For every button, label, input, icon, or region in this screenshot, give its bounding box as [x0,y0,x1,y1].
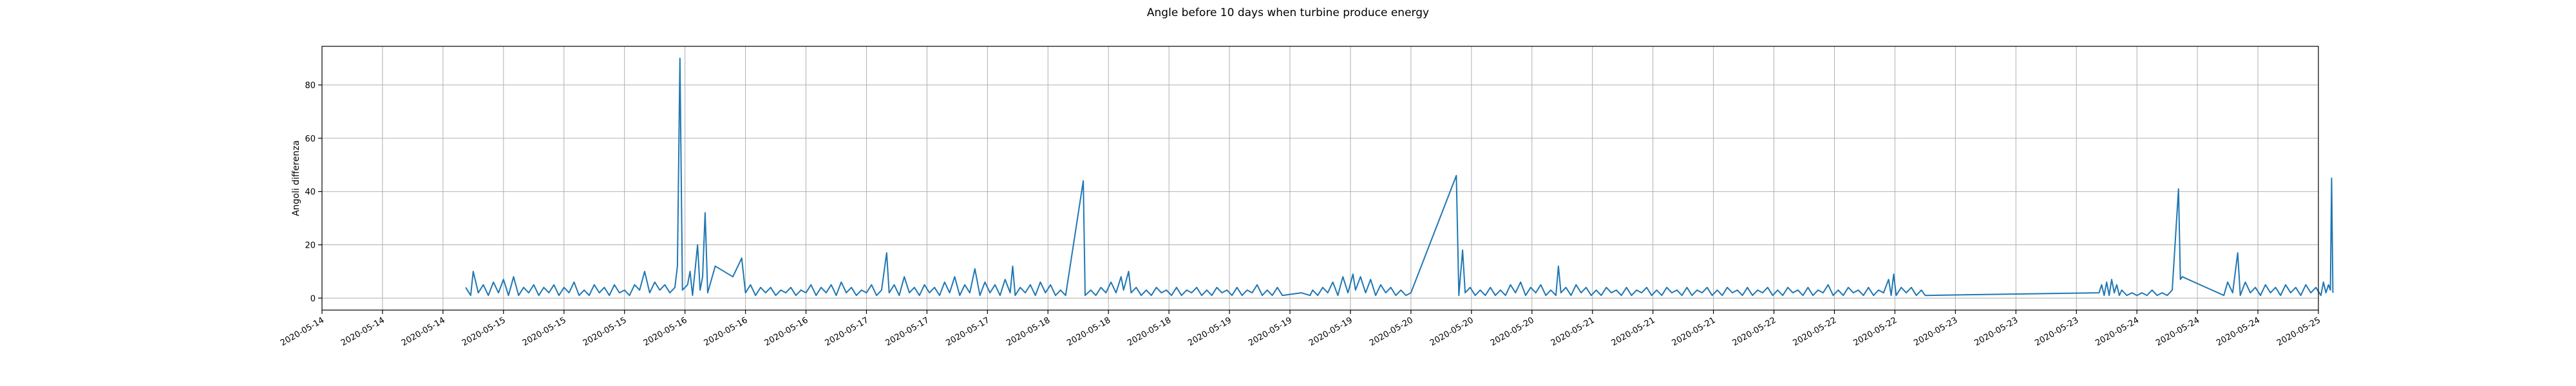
y-axis-label: Angoli differenza [291,140,301,216]
x-tick-label: 2020-05-23 [1912,315,1959,348]
x-tick-label: 2020-05-19 [1186,315,1233,348]
x-tick-label: 2020-05-23 [1973,315,2020,348]
y-axis: 0 20 40 60 80 [305,81,322,304]
x-tick-label: 2020-05-17 [824,315,871,348]
x-tick-label: 2020-05-22 [1852,315,1899,348]
x-tick-label: 2020-05-15 [582,315,629,348]
x-tick-label: 2020-05-15 [460,315,507,348]
y-tick-label: 0 [310,294,316,304]
x-tick-label: 2020-05-18 [1065,315,1112,348]
series-layer [465,57,2334,297]
x-tick-label: 2020-05-25 [2275,315,2322,348]
x-tick-label: 2020-05-21 [1671,315,1718,348]
x-tick-label: 2020-05-16 [763,315,810,348]
x-tick-label: 2020-05-20 [1368,315,1415,348]
series-line [465,57,2334,297]
x-tick-label: 2020-05-16 [703,315,750,348]
x-tick-label: 2020-05-14 [400,315,447,348]
x-tick-label: 2020-05-17 [944,315,991,348]
x-tick-label: 2020-05-14 [279,315,326,348]
x-tick-label: 2020-05-20 [1489,315,1536,348]
x-tick-label: 2020-05-24 [2094,315,2141,348]
x-tick-label: 2020-05-22 [1792,315,1839,348]
plot-frame [321,46,2319,311]
x-tick-label: 2020-05-19 [1247,315,1294,348]
y-tick-label: 60 [305,134,316,144]
x-tick-label: 2020-05-14 [339,315,386,348]
x-tick-label: 2020-05-15 [521,315,568,348]
x-tick-label: 2020-05-17 [884,315,931,348]
grid [321,46,2319,310]
x-tick-label: 2020-05-21 [1549,315,1596,348]
x-tick-label: 2020-05-18 [1126,315,1173,348]
x-tick-label: 2020-05-20 [1428,315,1475,348]
x-tick-label: 2020-05-19 [1307,315,1354,348]
x-tick-label: 2020-05-22 [1731,315,1778,348]
x-tick-label: 2020-05-23 [2033,315,2080,348]
x-tick-label: 2020-05-16 [642,315,689,348]
y-tick-label: 40 [305,188,316,198]
x-tick-label: 2020-05-24 [2215,315,2262,348]
x-tick-label: 2020-05-18 [1005,315,1052,348]
chart-title: Angle before 10 days when turbine produc… [1147,6,1429,19]
x-tick-label: 2020-05-24 [2154,315,2201,348]
y-tick-label: 80 [305,81,316,91]
x-tick-label: 2020-05-21 [1610,315,1657,348]
y-tick-label: 20 [305,241,316,251]
x-axis: 2020-05-14 2020-05-14 2020-05-14 2020-05-15… [279,310,2322,348]
